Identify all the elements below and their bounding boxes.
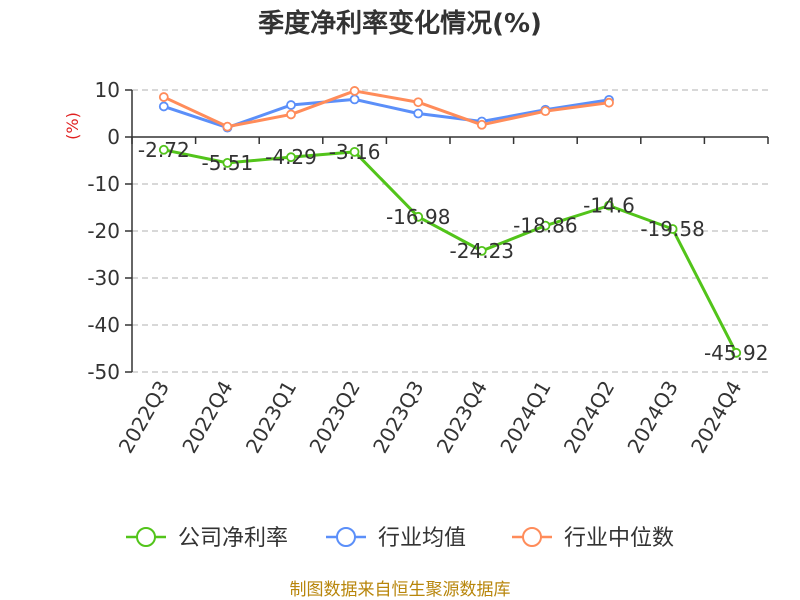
legend-item: 行业均值 xyxy=(326,526,466,551)
y-tick-label: -30 xyxy=(87,266,120,290)
x-tick-label: 2022Q3 xyxy=(114,377,174,458)
data-point xyxy=(286,152,296,163)
legend-swatch-marker xyxy=(136,527,156,547)
data-label: -18.86 xyxy=(513,214,577,238)
y-axis-label: (%) xyxy=(63,112,82,140)
data-point xyxy=(158,92,169,102)
legend-item: 行业中位数 xyxy=(512,526,674,551)
legend-label: 公司净利率 xyxy=(178,526,288,551)
chart-title: 季度净利率变化情况(%) xyxy=(258,8,542,39)
x-tick-label: 2024Q4 xyxy=(686,377,746,458)
data-point xyxy=(476,245,487,256)
y-tick-label: -40 xyxy=(87,313,120,337)
legend-label: 行业中位数 xyxy=(564,526,674,551)
data-point xyxy=(222,121,233,132)
y-tick-label: 10 xyxy=(95,78,120,102)
data-label: -3.16 xyxy=(329,140,381,164)
data-labels: -2.72-5.51 -4.29 -3.16-16.98-24.23-18.86-1… xyxy=(138,138,769,365)
data-point xyxy=(349,146,360,157)
data-label: -4.29 xyxy=(265,145,317,169)
data-label: -45.92 xyxy=(704,341,768,365)
x-tick-label: 2024Q3 xyxy=(622,377,682,458)
x-tick-label: 2023Q4 xyxy=(432,377,492,458)
data-label: -5.51 xyxy=(202,151,254,175)
series-line xyxy=(163,148,738,354)
grid-lines xyxy=(132,89,768,373)
data-point xyxy=(540,106,551,117)
legend-item: 公司净利率 xyxy=(126,526,288,551)
data-point xyxy=(349,86,360,96)
x-tick-label: 2023Q3 xyxy=(368,377,428,458)
data-label: -19.58 xyxy=(640,217,704,241)
data-point xyxy=(158,144,169,155)
y-tick-label: -50 xyxy=(87,360,120,384)
data-point xyxy=(413,108,424,119)
x-tick-label: 2024Q2 xyxy=(559,377,619,458)
x-tick-label: 2024Q1 xyxy=(495,377,555,458)
x-tick-label: 2022Q4 xyxy=(177,377,237,458)
data-label: -2.72 xyxy=(138,138,190,162)
legend-label: 行业均值 xyxy=(378,526,466,551)
data-point xyxy=(604,200,614,211)
data-point xyxy=(413,97,424,108)
data-label: -14.6 xyxy=(583,194,635,218)
data-point xyxy=(286,100,296,110)
x-tick-label: 2023Q2 xyxy=(304,377,364,458)
data-point xyxy=(286,109,296,120)
legend-swatch-marker xyxy=(336,527,356,547)
data-point xyxy=(731,347,742,358)
data-point xyxy=(667,224,678,234)
data-point xyxy=(540,220,551,231)
data-point xyxy=(604,97,614,108)
data-label: -24.23 xyxy=(450,239,514,263)
series-lines xyxy=(158,86,742,358)
x-tick-label: 2023Q1 xyxy=(241,377,301,458)
data-label: -16.98 xyxy=(386,205,450,229)
legend-swatch-marker xyxy=(522,527,542,547)
data-point xyxy=(158,101,169,112)
series-line xyxy=(163,89,610,129)
data-point xyxy=(413,211,424,222)
y-tick-label: -10 xyxy=(87,172,120,196)
y-tick-label: 0 xyxy=(107,125,120,149)
source-footer: 制图数据来自恒生聚源数据库 xyxy=(290,580,511,600)
data-point xyxy=(476,119,487,130)
data-point xyxy=(222,157,233,168)
y-tick-label: -20 xyxy=(87,219,120,243)
legend: 公司净利率 行业均值 行业中位数 xyxy=(126,526,674,551)
data-point xyxy=(349,94,360,105)
